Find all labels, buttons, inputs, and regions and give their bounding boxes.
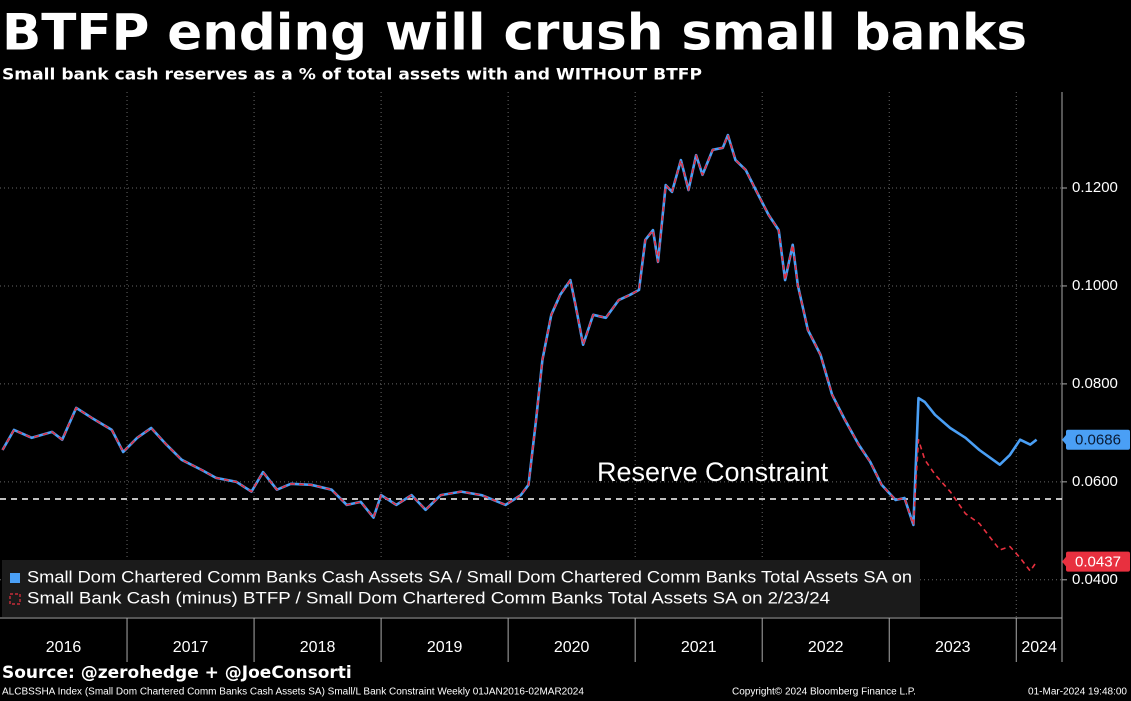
x-tick-label: 2020 — [554, 639, 590, 656]
source: Source: @zerohedge + @JoeConsorti — [2, 663, 352, 683]
x-tick-label: 2021 — [681, 639, 717, 656]
last-value-pointer — [1062, 555, 1067, 568]
footer-left: ALCBSSHA Index (Small Dom Chartered Comm… — [2, 687, 584, 698]
y-tick-label: 0.1000 — [1072, 277, 1118, 294]
legend-label: Small Dom Chartered Comm Banks Cash Asse… — [27, 567, 912, 586]
last-value-box — [1066, 551, 1130, 572]
last-value-pointer — [1062, 433, 1067, 446]
y-tick-label: 0.0800 — [1072, 375, 1118, 392]
annotation: Reserve Constraint — [597, 457, 829, 487]
legend-label: Small Bank Cash (minus) BTFP / Small Dom… — [27, 588, 830, 607]
y-tick-label: 0.0400 — [1072, 571, 1118, 588]
x-tick-label: 2022 — [808, 639, 844, 656]
x-tick-label: 2016 — [46, 639, 82, 656]
legend-swatch — [10, 573, 20, 583]
y-tick-label: 0.1200 — [1072, 179, 1118, 196]
last-value-label: 0.0686 — [1075, 432, 1121, 449]
x-tick-label: 2019 — [427, 639, 463, 656]
legend-box — [2, 560, 920, 617]
series-line — [1, 134, 1038, 572]
y-tick-label: 0.0600 — [1072, 473, 1118, 490]
x-tick-label: 2023 — [935, 639, 971, 656]
x-tick-label: 2024 — [1021, 639, 1057, 656]
chart-subtitle: Small bank cash reserves as a % of total… — [2, 65, 702, 84]
last-value-box — [1066, 429, 1130, 450]
last-value-label: 0.0437 — [1075, 554, 1121, 571]
chart-title: BTFP ending will crush small banks — [2, 4, 1027, 62]
footer-center: Copyright© 2024 Bloomberg Finance L.P. — [732, 687, 916, 698]
legend-swatch — [9, 593, 21, 605]
x-tick-label: 2017 — [173, 639, 209, 656]
x-tick-label: 2018 — [300, 639, 336, 656]
footer-right: 01-Mar-2024 19:48:00 — [1028, 687, 1127, 698]
